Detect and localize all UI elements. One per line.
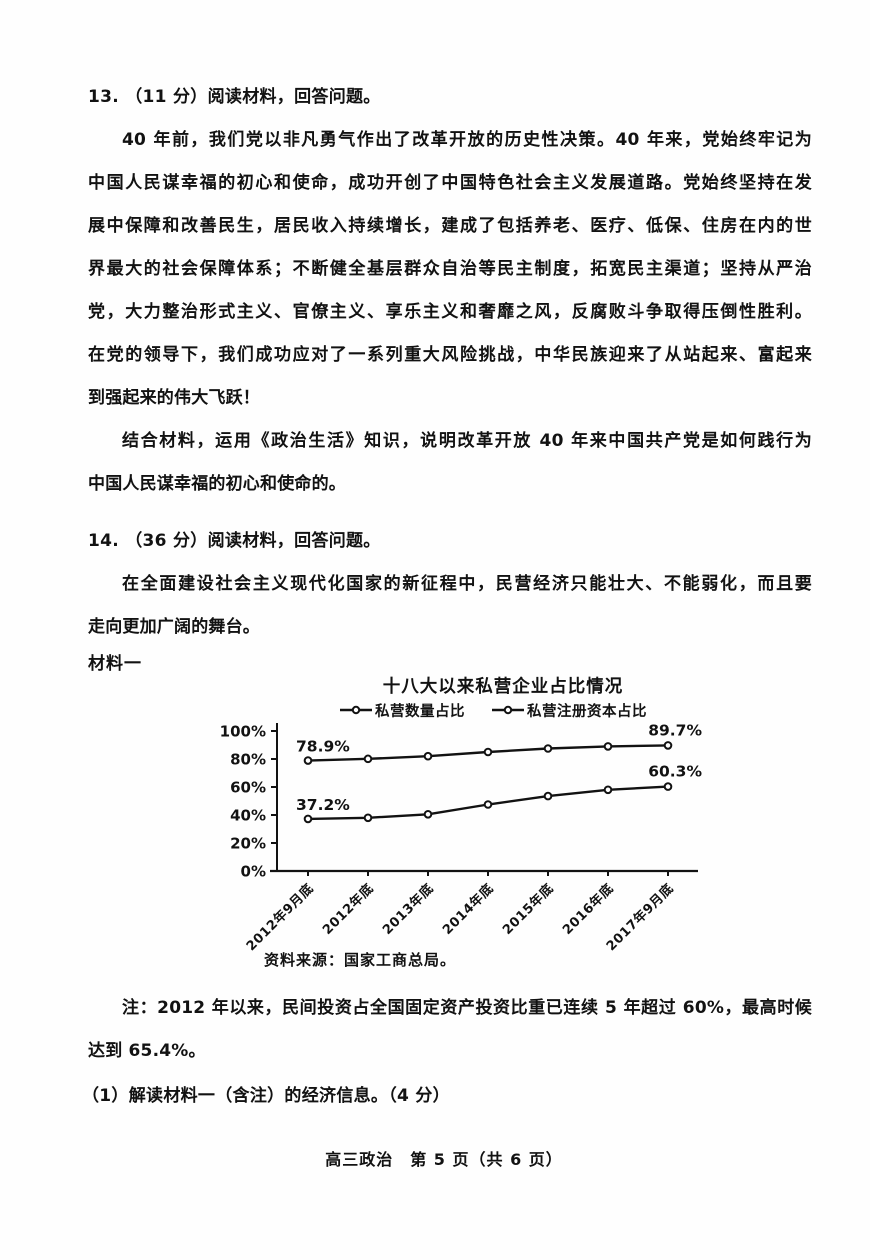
- y-tick-label: 20%: [230, 835, 266, 853]
- data-point-marker: [543, 791, 553, 801]
- chart-source: 资料来源：国家工商总局。: [264, 951, 457, 969]
- last-point-label: 60.3%: [648, 763, 702, 781]
- data-point-marker: [663, 741, 673, 750]
- text-line: 40 年前，我们党以非凡勇气作出了改革开放的历史性决策。40 年来，党始终牢记为: [122, 130, 812, 150]
- legend-item: 私营数量占比: [339, 700, 465, 721]
- data-point-marker: [423, 751, 433, 761]
- y-tick-label: 100%: [220, 723, 266, 741]
- x-tick-label: 2016年底: [559, 881, 616, 938]
- first-point-label: 37.2%: [296, 796, 350, 814]
- text-line: 结合材料，运用《政治生活》知识，说明改革开放 40 年来中国共产党是如何践行为: [122, 431, 812, 451]
- data-point-marker: [363, 813, 373, 823]
- q14-intro-paragraph: 在全面建设社会主义现代化国家的新征程中，民营经济只能壮大、不能弱化，而且要走向更…: [88, 563, 812, 649]
- data-point-marker: [303, 814, 313, 824]
- text-line: 注：2012 年以来，民间投资占全国固定资产投资比重已连续 5 年超过 60%，…: [122, 998, 812, 1018]
- data-point-marker: [423, 810, 433, 819]
- q13-task-paragraph: 结合材料，运用《政治生活》知识，说明改革开放 40 年来中国共产党是如何践行为中…: [88, 420, 812, 506]
- page-footer: 高三政治 第 5 页（共 6 页）: [325, 1150, 563, 1169]
- last-point-label: 89.7%: [648, 721, 702, 739]
- data-point-marker: [603, 785, 613, 795]
- chart-legend: 私营数量占比 私营注册资本占比: [208, 699, 708, 721]
- chart-title: 十八大以来私营企业占比情况: [382, 677, 624, 697]
- q13-material-paragraph: 40 年前，我们党以非凡勇气作出了改革开放的历史性决策。40 年来，党始终牢记为…: [88, 119, 812, 420]
- legend-label: 私营注册资本占比: [527, 703, 647, 720]
- question-14-heading: 14. （36 分）阅读材料，回答问题。: [88, 531, 381, 551]
- material-one-label: 材料一: [88, 654, 142, 674]
- text-line: 中国人民谋幸福的初心和使命的。: [88, 474, 346, 494]
- text-line: 到强起来的伟大飞跃！: [88, 388, 260, 408]
- text-line: 党，大力整治形式主义、官僚主义、享乐主义和奢靡之风，反腐败斗争取得压倒性胜利。: [88, 302, 812, 322]
- legend-item: 私营注册资本占比: [491, 700, 647, 721]
- text-line: 走向更加广阔的舞台。: [88, 617, 260, 637]
- text-line: 达到 65.4%。: [88, 1041, 206, 1061]
- x-tick-label: 2015年底: [499, 881, 556, 938]
- question-13-heading: 13. （11 分）阅读材料，回答问题。: [88, 87, 381, 107]
- data-point-marker: [483, 800, 493, 809]
- legend-label: 私营数量占比: [375, 703, 465, 720]
- proportion-chart-svg: 0%20%40%60%80%100%2012年9月底 2012年底 2013年底 20…: [220, 721, 703, 954]
- y-tick-label: 60%: [230, 779, 266, 797]
- text-line: 展中保障和改善民生，居民收入持续增长，建成了包括养老、医疗、低保、住房在内的世: [88, 216, 812, 236]
- chart-block: 十八大以来私营企业占比情况 私营数量占比 私营注册资本占比 0% 20% 40% 60%…: [208, 675, 708, 971]
- data-point-marker: [363, 754, 373, 764]
- data-point-marker: [543, 744, 553, 753]
- text-line: 在党的领导下，我们成功应对了一系列重大风险挑战，中华民族迎来了从站起来、富起来: [88, 345, 812, 365]
- text-line: 在全面建设社会主义现代化国家的新征程中，民营经济只能壮大、不能弱化，而且要: [122, 574, 812, 594]
- data-point-marker: [483, 747, 493, 757]
- data-point-marker: [303, 756, 313, 765]
- x-tick-label: 2012年9月底: [243, 881, 317, 955]
- y-tick-label: 0%: [241, 863, 266, 881]
- data-point-marker: [663, 782, 673, 791]
- first-point-label: 78.9%: [296, 738, 350, 756]
- text-line: 中国人民谋幸福的初心和使命，成功开创了中国特色社会主义发展道路。党始终坚持在发: [88, 173, 812, 193]
- y-tick-label: 80%: [230, 751, 266, 769]
- legend-line-marker-icon: [492, 705, 524, 715]
- x-tick-label: 2013年底: [379, 881, 436, 938]
- text-line: 界最大的社会保障体系；不断健全基层群众自治等民主制度，拓宽民主渠道；坚持从严治: [88, 259, 812, 279]
- x-tick-label: 2012年底: [319, 881, 376, 938]
- y-tick-label: 40%: [230, 807, 266, 825]
- data-point-marker: [603, 742, 613, 751]
- note-paragraph: 注：2012 年以来，民间投资占全国固定资产投资比重已连续 5 年超过 60%，…: [88, 987, 812, 1073]
- sub-question-1: （1）解读材料一（含注）的经济信息。（4 分）: [82, 1086, 450, 1106]
- legend-line-marker-icon: [340, 705, 372, 715]
- x-tick-label: 2014年底: [439, 881, 496, 938]
